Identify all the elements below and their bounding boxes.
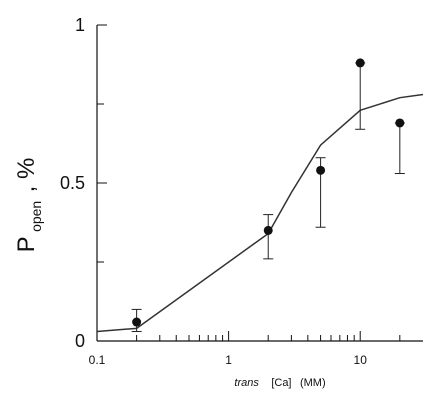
- y-axis-label: P open , %: [13, 158, 45, 253]
- error-bars: [131, 62, 405, 333]
- y-axis-label-subscript: open: [28, 201, 44, 232]
- x-tick-label: 0.1: [89, 353, 106, 367]
- data-points: [132, 58, 405, 327]
- data-point: [132, 317, 142, 327]
- plot-layer: 0.1 1 10 00.51: [60, 15, 424, 367]
- x-tick-label: 1: [225, 353, 232, 367]
- data-point: [395, 118, 405, 128]
- x-axis-label-ca: [Ca]: [271, 377, 291, 389]
- x-axis-label-trans: trans: [234, 377, 259, 389]
- x-axis-label: trans [Ca] (MM): [234, 373, 325, 390]
- x-axis-label-unit: (MM): [300, 377, 326, 389]
- data-point: [355, 58, 365, 68]
- y-ticks: 00.51: [60, 15, 107, 351]
- y-axis-label-suffix: , %: [13, 158, 40, 193]
- y-tick-label: 0: [75, 331, 85, 351]
- x-ticks: 0.1 1 10: [89, 331, 401, 367]
- y-tick-label: 0.5: [60, 173, 85, 193]
- data-point: [316, 165, 326, 175]
- x-tick-label: 10: [354, 353, 368, 367]
- data-point: [263, 225, 273, 235]
- y-axis-label-p: P: [13, 236, 40, 252]
- fit-line: [96, 93, 424, 333]
- y-tick-label: 1: [75, 15, 85, 35]
